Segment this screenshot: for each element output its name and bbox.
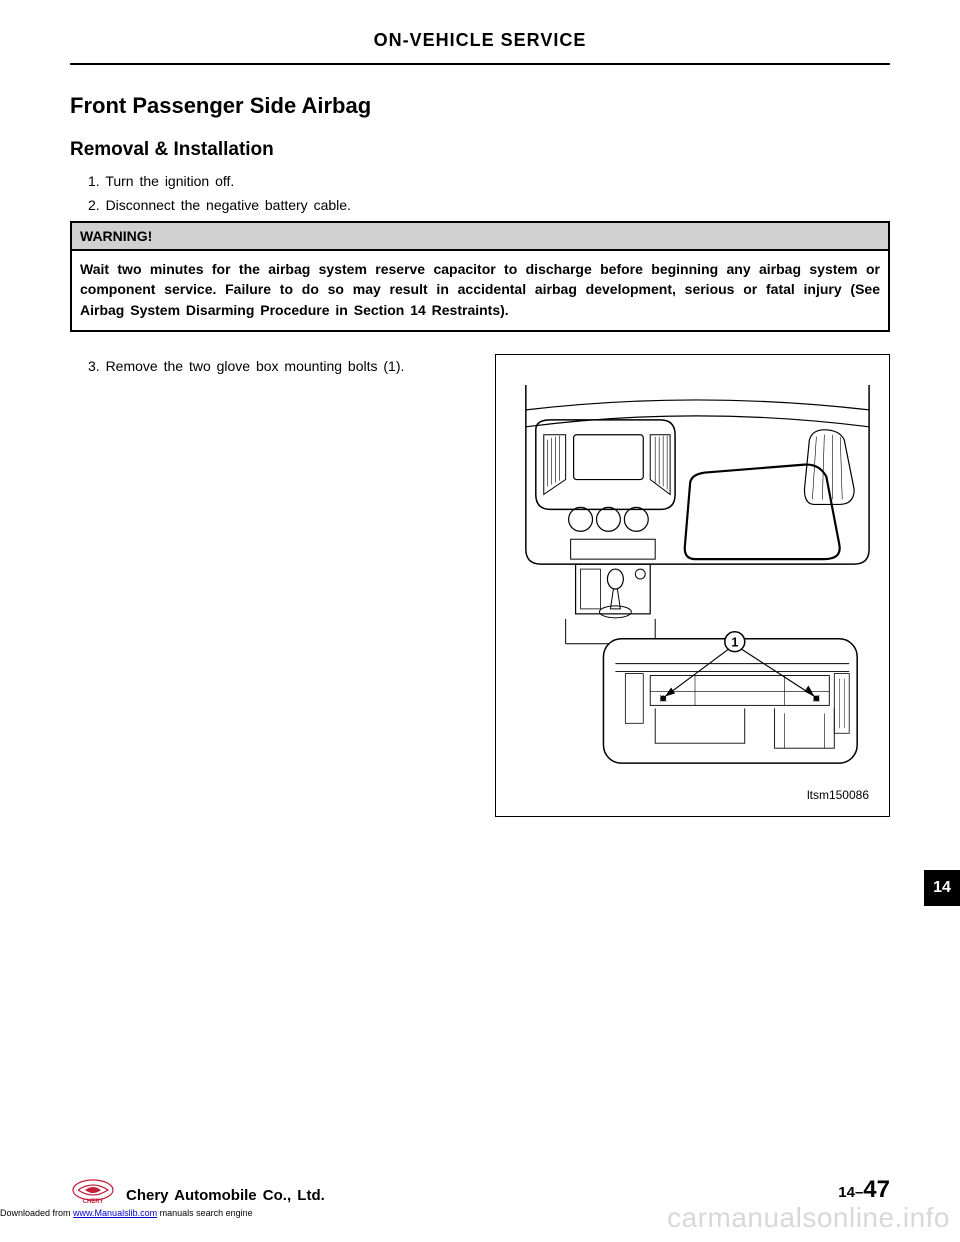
warning-body: Wait two minutes for the airbag system r… [72,251,888,330]
page-container: ON-VEHICLE SERVICE Front Passenger Side … [0,0,960,1242]
download-link[interactable]: www.Manualslib.com [73,1208,157,1218]
download-prefix: Downloaded from [0,1208,73,1218]
warning-box: WARNING! Wait two minutes for the airbag… [70,221,890,332]
page-header: ON-VEHICLE SERVICE [70,30,890,65]
page-footer: CHERY Chery Automobile Co., Ltd. 14–47 [70,1176,890,1204]
page-num-value: 47 [863,1176,890,1203]
section-tab: 14 [924,870,960,906]
download-attribution: Downloaded from www.Manualslib.com manua… [0,1208,253,1218]
svg-text:CHERY: CHERY [83,1199,104,1204]
page-prefix: 14– [838,1184,863,1201]
callout-number: 1 [731,635,738,650]
chery-logo-icon: CHERY [70,1176,116,1204]
warning-header: WARNING! [72,223,888,251]
step-2: 2. Disconnect the negative battery cable… [88,197,890,213]
page-number: 14–47 [838,1176,890,1204]
section-title: Front Passenger Side Airbag [70,93,890,119]
watermark: carmanualsonline.info [667,1202,950,1234]
download-suffix: manuals search engine [157,1208,253,1218]
step-1: 1. Turn the ignition off. [88,173,890,189]
subsection-title: Removal & Installation [70,139,890,161]
footer-company: Chery Automobile Co., Ltd. [126,1187,325,1204]
figure-label: ltsm150086 [807,788,869,802]
figure-box: 1 ltsm150086 [495,354,890,817]
footer-left: CHERY Chery Automobile Co., Ltd. [70,1176,325,1204]
step-3-row: 3. Remove the two glove box mounting bol… [70,354,890,817]
dashboard-diagram: 1 [496,355,889,816]
step-3: 3. Remove the two glove box mounting bol… [88,354,495,374]
